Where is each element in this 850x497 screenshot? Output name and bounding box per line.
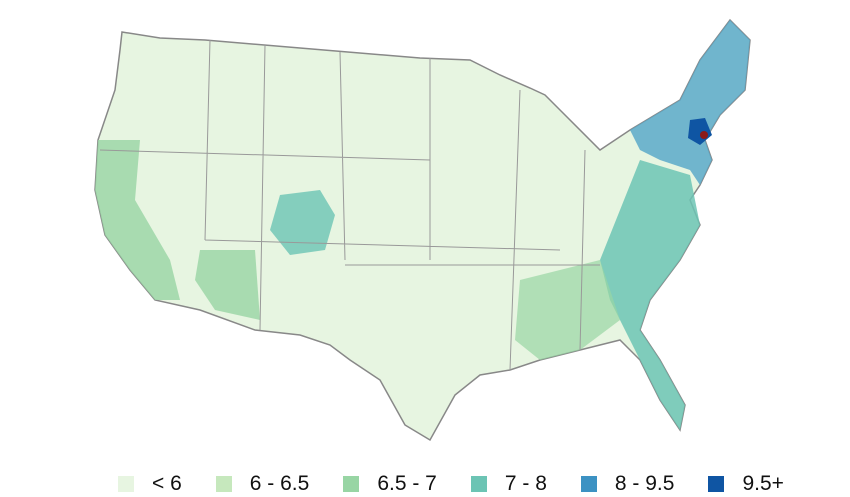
legend-swatch <box>708 476 725 492</box>
legend-label: 6 - 6.5 <box>249 472 310 495</box>
northeast-region <box>630 20 750 185</box>
legend-swatch <box>470 476 487 492</box>
legend-swatch <box>343 476 360 492</box>
legend-item: 8 - 9.5 <box>580 472 675 496</box>
legend-swatch <box>118 476 134 492</box>
legend-label: < 6 <box>152 472 182 495</box>
legend-item: < 6 <box>118 472 182 496</box>
legend-label: 8 - 9.5 <box>614 472 675 495</box>
legend-item: 6 - 6.5 <box>215 472 310 496</box>
nyc-core <box>700 131 708 139</box>
colorado-region <box>270 190 335 255</box>
legend-item: 7 - 8 <box>470 472 547 496</box>
legend-label: 7 - 8 <box>504 472 547 495</box>
legend-label: 6.5 - 7 <box>377 472 437 495</box>
state-lines <box>99 39 600 371</box>
legend-swatch <box>580 476 597 492</box>
legend: < 6 6 - 6.5 6.5 - 7 7 - 8 8 - 9.5 9.5+ <box>118 472 818 496</box>
us-county-map <box>94 18 751 442</box>
legend-item: 6.5 - 7 <box>343 472 437 496</box>
southeast-region <box>515 260 620 360</box>
east-coast-region <box>600 160 700 430</box>
arizona-region <box>195 250 260 320</box>
legend-swatch <box>215 476 232 492</box>
legend-label: 9.5+ <box>742 472 784 495</box>
west-coast-region <box>95 140 180 300</box>
legend-item: 9.5+ <box>708 472 784 496</box>
